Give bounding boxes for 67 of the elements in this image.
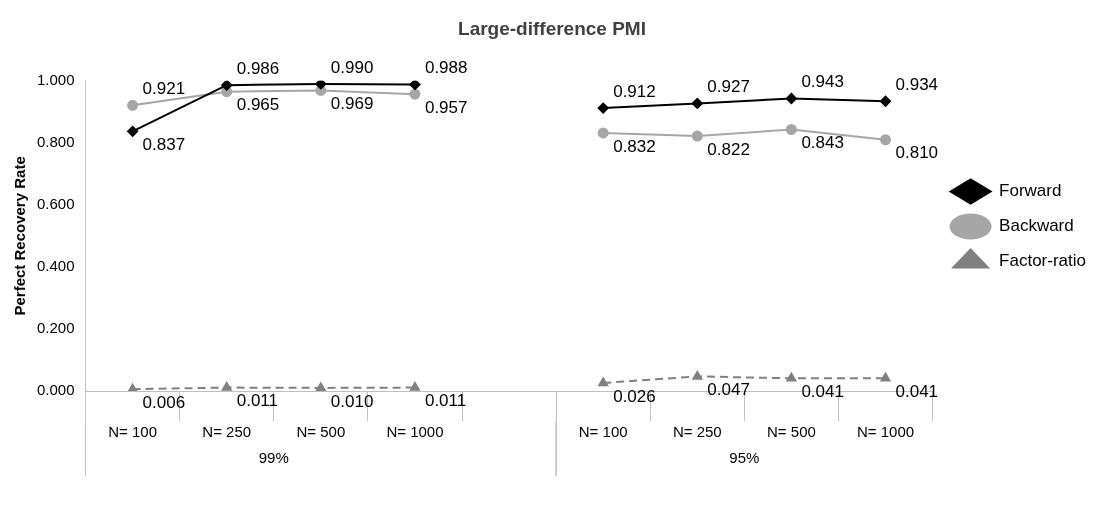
point — [315, 382, 326, 391]
point — [785, 124, 797, 135]
data-label: 0.011 — [424, 391, 467, 411]
point — [785, 92, 797, 104]
data-label: 0.988 — [424, 58, 468, 78]
point — [127, 125, 139, 137]
data-label: 0.912 — [613, 81, 656, 101]
y-tick-label: 0.400 — [36, 257, 75, 275]
data-label: 0.969 — [330, 94, 374, 114]
data-label: 0.986 — [236, 58, 280, 78]
legend-label: Backward — [999, 216, 1074, 236]
point — [597, 127, 609, 139]
legend-label: Factor-ratio — [999, 251, 1087, 271]
data-label: 0.927 — [707, 77, 750, 97]
data-label: 0.832 — [613, 136, 656, 156]
data-label: 0.026 — [613, 386, 656, 406]
point — [880, 95, 892, 107]
text: 99% — [258, 449, 289, 467]
data-label: 0.843 — [801, 133, 844, 153]
point — [127, 383, 138, 391]
y-tick-label: 0.000 — [36, 381, 75, 399]
data-label: 0.837 — [142, 135, 186, 155]
data-label: 0.957 — [424, 97, 468, 117]
point — [691, 97, 703, 109]
x-tick-label: N= 100 — [578, 423, 628, 441]
point — [409, 80, 421, 91]
x-tick-label: N= 500 — [767, 423, 816, 441]
x-tick-label: N= 500 — [296, 423, 346, 441]
x-tick-label: N= 1000 — [386, 423, 444, 441]
data-label: 0.921 — [142, 78, 186, 98]
data-label: 0.006 — [142, 392, 186, 412]
x-tick-label: N= 1000 — [856, 423, 915, 441]
point — [691, 130, 703, 142]
point — [598, 377, 609, 387]
data-label: 0.822 — [707, 139, 750, 159]
point — [692, 370, 703, 380]
point — [880, 134, 892, 146]
data-label: 0.010 — [330, 391, 374, 411]
point — [597, 102, 609, 114]
data-label: 0.965 — [236, 95, 280, 115]
data-label: 0.990 — [330, 57, 374, 77]
point — [221, 80, 233, 91]
legend-label: Forward — [999, 181, 1062, 201]
data-label: 0.041 — [801, 381, 844, 401]
point — [880, 372, 891, 382]
x-tick-label: N= 250 — [202, 423, 252, 441]
chart-title: Large-difference PMI — [458, 17, 646, 39]
data-label: 0.041 — [895, 381, 939, 401]
point — [410, 382, 420, 391]
x-tick-label: N= 250 — [672, 423, 722, 441]
data-label: 0.943 — [801, 72, 844, 92]
y-tick-label: 0.600 — [36, 195, 75, 213]
data-label: 0.011 — [236, 391, 278, 411]
point — [127, 99, 139, 111]
point — [786, 372, 797, 382]
x-tick-label: N= 100 — [108, 423, 157, 441]
data-label: 0.047 — [707, 380, 750, 400]
data-label: 0.934 — [895, 74, 939, 94]
text: 95% — [729, 449, 760, 467]
y-tick-label: 0.800 — [36, 132, 75, 150]
point — [221, 382, 232, 391]
point — [315, 80, 327, 90]
y-tick-label: 1.000 — [36, 70, 75, 88]
point — [409, 88, 421, 100]
data-label: 0.810 — [895, 143, 939, 163]
y-axis-title: Perfect Recovery Rate — [11, 156, 29, 316]
y-tick-label: 0.200 — [36, 319, 75, 337]
